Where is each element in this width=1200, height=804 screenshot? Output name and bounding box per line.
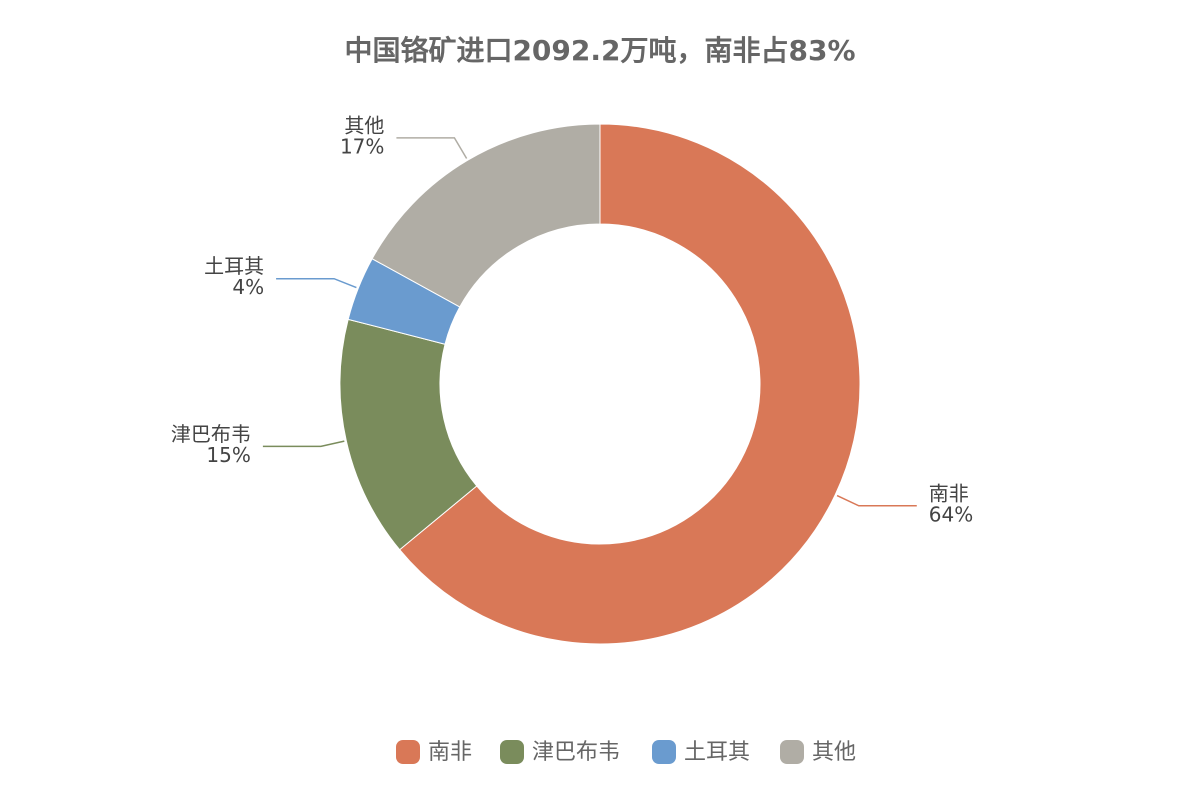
leader-line bbox=[836, 494, 917, 507]
legend-swatch bbox=[500, 740, 524, 764]
legend-swatch bbox=[396, 740, 420, 764]
slice-value-label: 64% bbox=[929, 502, 973, 526]
donut-slice bbox=[398, 123, 861, 645]
legend-label: 其他 bbox=[812, 740, 856, 765]
legend-label: 津巴布韦 bbox=[532, 740, 620, 765]
slice-value-label: 17% bbox=[340, 134, 384, 158]
legend-swatch bbox=[780, 740, 804, 764]
slice-label: 其他 bbox=[344, 113, 384, 137]
slice-label: 土耳其 bbox=[204, 254, 264, 278]
legend-label: 土耳其 bbox=[684, 740, 750, 765]
chart-title: 中国铬矿进口2092.2万吨，南非占83% bbox=[344, 34, 855, 67]
legend-label: 南非 bbox=[428, 740, 472, 765]
slice-label: 南非 bbox=[929, 481, 969, 505]
leader-line bbox=[276, 277, 357, 289]
legend-swatch bbox=[652, 740, 676, 764]
slice-label: 津巴布韦 bbox=[171, 422, 251, 446]
leader-line bbox=[262, 440, 345, 448]
slice-value-label: 15% bbox=[206, 443, 250, 467]
donut-slice bbox=[371, 123, 601, 308]
slice-value-label: 4% bbox=[232, 275, 264, 299]
leader-line bbox=[396, 137, 468, 159]
